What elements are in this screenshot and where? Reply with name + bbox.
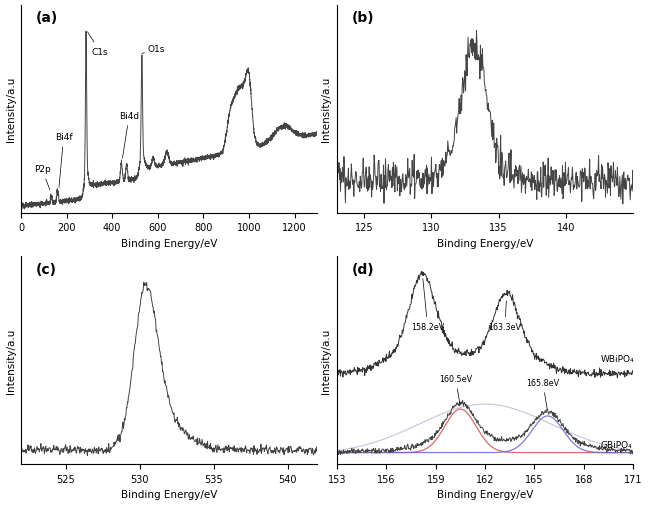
Text: P2p: P2p	[34, 165, 51, 190]
X-axis label: Binding Energy/eV: Binding Energy/eV	[121, 238, 217, 248]
X-axis label: Binding Energy/eV: Binding Energy/eV	[121, 489, 217, 499]
Text: Bi4f: Bi4f	[55, 133, 73, 188]
Y-axis label: Intensity/a.u: Intensity/a.u	[321, 328, 332, 393]
Text: 163.3eV: 163.3eV	[489, 301, 522, 332]
X-axis label: Binding Energy/eV: Binding Energy/eV	[437, 238, 533, 248]
Text: O1s: O1s	[142, 44, 165, 55]
Text: 160.5eV: 160.5eV	[439, 375, 472, 404]
Text: (c): (c)	[36, 262, 57, 276]
Text: (a): (a)	[36, 11, 58, 25]
X-axis label: Binding Energy/eV: Binding Energy/eV	[437, 489, 533, 499]
Text: Bi4d: Bi4d	[119, 112, 139, 159]
Text: 165.8eV: 165.8eV	[526, 378, 559, 409]
Text: 158.2eV: 158.2eV	[411, 279, 445, 332]
Y-axis label: Intensity/a.u: Intensity/a.u	[321, 77, 332, 142]
Y-axis label: Intensity/a.u: Intensity/a.u	[6, 77, 16, 142]
Y-axis label: Intensity/a.u: Intensity/a.u	[6, 328, 16, 393]
Text: (d): (d)	[352, 262, 375, 276]
Text: (b): (b)	[352, 11, 375, 25]
Text: WBiPO₄: WBiPO₄	[600, 354, 634, 363]
Text: C1s: C1s	[87, 33, 108, 57]
Text: GBiPO₄: GBiPO₄	[600, 440, 632, 449]
